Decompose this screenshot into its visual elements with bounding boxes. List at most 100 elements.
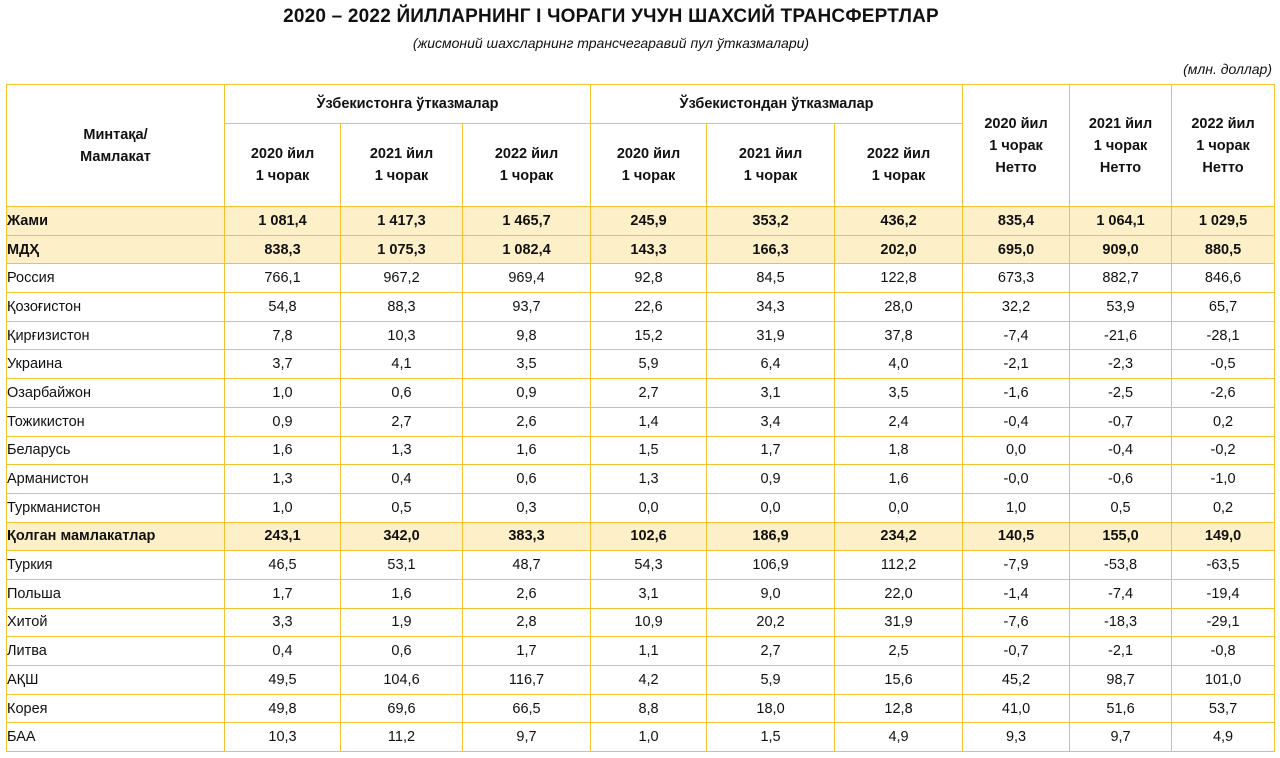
- out-header-2021: 2021 йил 1 чорак: [706, 123, 836, 207]
- value-cell-in-2021: 0,5: [340, 492, 463, 523]
- region-name-cell: Жами: [6, 206, 225, 236]
- unit-note: (млн. доллар): [1183, 61, 1272, 77]
- quarter-label: 1 чорак: [255, 168, 310, 184]
- value-cell-in-2022: 0,3: [461, 492, 592, 523]
- value-cell-in-2022: 9,8: [461, 320, 592, 351]
- net-header-2021: 2021 йил 1 чорак Нетто: [1069, 84, 1173, 207]
- value-cell-out-2020: 1,5: [590, 435, 708, 466]
- value-cell-in-2020: 0,9: [224, 406, 341, 437]
- net-header-year: 2020 йил: [984, 115, 1048, 132]
- region-name-cell: АҚШ: [6, 665, 225, 695]
- value-cell-out-2021: 9,0: [706, 578, 836, 609]
- value-cell-net-2020: -0,4: [962, 406, 1071, 437]
- value-cell-in-2022: 2,6: [461, 406, 592, 437]
- value-cell-net-2022: 846,6: [1171, 263, 1276, 294]
- value-cell-net-2021: 0,5: [1069, 492, 1173, 523]
- value-cell-net-2022: -63,5: [1171, 550, 1276, 580]
- value-cell-net-2020: 695,0: [962, 234, 1071, 265]
- value-cell-net-2022: -28,1: [1171, 320, 1276, 351]
- value-cell-out-2021: 6,4: [706, 349, 836, 380]
- value-cell-net-2020: 1,0: [962, 492, 1071, 523]
- value-cell-in-2020: 49,5: [224, 665, 341, 695]
- value-cell-out-2021: 0,0: [706, 492, 836, 523]
- value-cell-net-2022: -29,1: [1171, 607, 1276, 638]
- value-cell-in-2021: 342,0: [340, 521, 463, 552]
- quarter-label: 1 чорак: [374, 168, 429, 184]
- value-cell-in-2021: 1 417,3: [340, 206, 463, 236]
- value-cell-net-2022: 53,7: [1171, 693, 1276, 724]
- value-cell-out-2020: 1,0: [590, 722, 708, 753]
- value-cell-in-2022: 969,4: [461, 263, 592, 294]
- region-name-cell: Беларусь: [6, 435, 225, 466]
- value-cell-out-2022: 2,5: [834, 636, 964, 666]
- transfers-table: Минтақа/ Мамлакат Ўзбекистонга ўтказмала…: [6, 84, 1276, 753]
- value-cell-in-2022: 2,8: [461, 607, 592, 638]
- value-cell-out-2022: 28,0: [834, 292, 964, 322]
- value-cell-net-2022: -0,5: [1171, 349, 1276, 380]
- value-cell-net-2020: 32,2: [962, 292, 1071, 322]
- value-cell-in-2020: 7,8: [224, 320, 341, 351]
- value-cell-out-2022: 202,0: [834, 234, 964, 265]
- region-column-header: Минтақа/ Мамлакат: [6, 84, 225, 207]
- value-cell-out-2022: 436,2: [834, 206, 964, 236]
- value-cell-net-2020: 45,2: [962, 665, 1071, 695]
- value-cell-in-2022: 9,7: [461, 722, 592, 753]
- net-header-2020: 2020 йил 1 чорак Нетто: [962, 84, 1071, 207]
- value-cell-net-2021: -0,6: [1069, 464, 1173, 494]
- value-cell-net-2020: 9,3: [962, 722, 1071, 753]
- table-row: Қирғизистон 7,8 10,3 9,8 15,2 31,9 37,8 -7,4 -21…: [6, 320, 1276, 351]
- value-cell-in-2022: 1 082,4: [461, 234, 592, 265]
- value-cell-net-2022: 0,2: [1171, 406, 1276, 437]
- value-cell-net-2022: 0,2: [1171, 492, 1276, 523]
- value-cell-in-2022: 66,5: [461, 693, 592, 724]
- value-cell-in-2021: 2,7: [340, 406, 463, 437]
- value-cell-out-2022: 31,9: [834, 607, 964, 638]
- year-label: 2021 йил: [369, 146, 434, 162]
- table-row-total: Қолган мамлакатлар 243,1 342,0 383,3 102,6 18…: [6, 521, 1276, 552]
- out-header-2022: 2022 йил 1 чорак: [834, 123, 964, 207]
- year-label: 2020 йил: [250, 146, 315, 162]
- region-header-line1: Минтақа/: [83, 126, 148, 143]
- region-name-cell: Қозоғистон: [6, 292, 225, 322]
- value-cell-out-2022: 122,8: [834, 263, 964, 294]
- region-name-cell: Қирғизистон: [6, 320, 225, 351]
- value-cell-out-2020: 22,6: [590, 292, 708, 322]
- value-cell-net-2022: 1 029,5: [1171, 206, 1276, 236]
- table-row: Тожикистон 0,9 2,7 2,6 1,4 3,4 2,4 -0,4 -0,7 0,2: [6, 406, 1276, 437]
- value-cell-out-2021: 0,9: [706, 464, 836, 494]
- value-cell-out-2022: 4,0: [834, 349, 964, 380]
- value-cell-out-2021: 34,3: [706, 292, 836, 322]
- quarter-label: 1 чорак: [743, 168, 798, 184]
- net-header-label: Нетто: [1202, 159, 1244, 176]
- value-cell-net-2021: 155,0: [1069, 521, 1173, 552]
- region-name-cell: Украина: [6, 349, 225, 380]
- value-cell-in-2020: 1,0: [224, 378, 341, 408]
- year-label: 2022 йил: [866, 146, 931, 162]
- value-cell-out-2020: 2,7: [590, 378, 708, 408]
- value-cell-net-2021: -53,8: [1069, 550, 1173, 580]
- value-cell-in-2021: 1,3: [340, 435, 463, 466]
- quarter-label: 1 чорак: [499, 168, 554, 184]
- value-cell-out-2020: 1,4: [590, 406, 708, 437]
- value-cell-in-2022: 48,7: [461, 550, 592, 580]
- value-cell-out-2022: 2,4: [834, 406, 964, 437]
- region-header-line2: Мамлакат: [80, 148, 151, 165]
- region-name-cell: Польша: [6, 578, 225, 609]
- value-cell-out-2020: 102,6: [590, 521, 708, 552]
- value-cell-in-2020: 1,0: [224, 492, 341, 523]
- value-cell-out-2021: 1,7: [706, 435, 836, 466]
- value-cell-net-2021: 98,7: [1069, 665, 1173, 695]
- value-cell-net-2020: 0,0: [962, 435, 1071, 466]
- value-cell-in-2022: 1,7: [461, 636, 592, 666]
- net-header-label: Нетто: [995, 159, 1037, 176]
- value-cell-net-2020: -0,0: [962, 464, 1071, 494]
- value-cell-net-2021: -7,4: [1069, 578, 1173, 609]
- value-cell-out-2020: 1,3: [590, 464, 708, 494]
- value-cell-net-2021: -2,1: [1069, 636, 1173, 666]
- value-cell-in-2021: 69,6: [340, 693, 463, 724]
- value-cell-in-2022: 93,7: [461, 292, 592, 322]
- value-cell-in-2020: 1,7: [224, 578, 341, 609]
- value-cell-net-2021: 1 064,1: [1069, 206, 1173, 236]
- value-cell-in-2020: 1,6: [224, 435, 341, 466]
